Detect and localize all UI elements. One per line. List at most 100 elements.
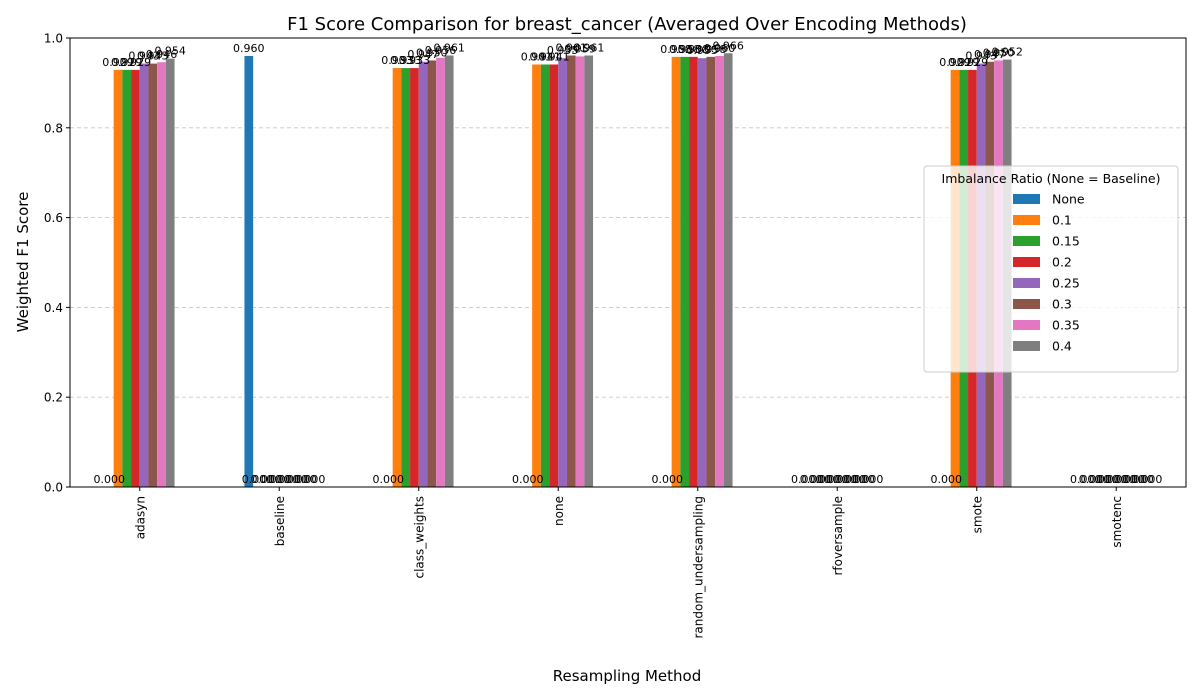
bar-value-label: 0.000 <box>1070 473 1102 486</box>
bars <box>113 53 1012 488</box>
bar-value-label: 0.000 <box>1105 473 1137 486</box>
bar-value-label: 0.933 <box>381 54 413 67</box>
x-tick-label: class_weights <box>412 496 426 579</box>
y-axis-title: Weighted F1 Score <box>14 192 32 333</box>
bar <box>584 55 594 488</box>
bar-value-label: 0.950 <box>983 46 1015 59</box>
bar-value-label: 0.929 <box>957 56 989 69</box>
bar-value-label: 0.000 <box>931 473 963 486</box>
axes: 0.0 0.2 0.4 0.6 0.8 1.0 adasyn baseline class_we… <box>44 32 1187 639</box>
bar <box>697 58 707 487</box>
bar-value-label: 0.941 <box>538 50 570 63</box>
bar <box>244 55 254 488</box>
bar <box>165 58 175 488</box>
bar <box>549 64 559 487</box>
bar <box>131 69 140 487</box>
legend-entry-label: 0.15 <box>1052 234 1080 249</box>
legend-swatch <box>1013 257 1040 267</box>
bar-value-label: 0.950 <box>416 46 448 59</box>
bar-value-label: 0.941 <box>529 50 561 63</box>
legend-swatch <box>1013 236 1040 246</box>
bar-value-label: 0.941 <box>521 50 553 63</box>
bar-value-label: 0.000 <box>826 473 858 486</box>
bar-value-label: 0.000 <box>800 473 832 486</box>
bar-value-label: 0.960 <box>704 42 736 55</box>
y-tick-label: 0.4 <box>44 301 63 315</box>
legend-entry-label: 0.25 <box>1052 276 1080 291</box>
legend-swatch <box>1013 299 1040 309</box>
bar-value-label: 0.958 <box>669 43 701 56</box>
bar-value-label: 0.959 <box>564 42 596 55</box>
bar-value-label: 0.955 <box>686 44 718 57</box>
bar-value-label: 0.952 <box>991 46 1023 59</box>
x-tick-label: adasyn <box>133 496 147 539</box>
bar-value-label: 0.929 <box>120 56 152 69</box>
x-tick-label: random_undersampling <box>691 496 705 639</box>
grid-lines <box>70 127 1186 398</box>
bar-value-label: 0.954 <box>154 45 186 58</box>
legend-entry-label: 0.4 <box>1052 339 1072 354</box>
bar <box>122 69 132 487</box>
bar <box>715 55 724 488</box>
bar-value-label: 0.933 <box>399 54 431 67</box>
bar <box>436 57 445 487</box>
bar-value-label: 0.947 <box>407 48 439 61</box>
bar <box>671 56 681 487</box>
bar-value-label: 0.943 <box>128 50 160 63</box>
legend-entry-label: 0.3 <box>1052 297 1072 312</box>
y-tick-label: 0.0 <box>44 481 63 495</box>
bar-value-label: 0.000 <box>791 473 823 486</box>
bar-value-label: 0.000 <box>808 473 840 486</box>
data-labels: 0.0000.9290.9290.9290.9430.9430.9460.954… <box>94 39 1163 486</box>
bar-value-label: 0.943 <box>137 50 169 63</box>
bar-value-label: 0.929 <box>102 56 134 69</box>
bar-value-label: 0.961 <box>433 42 465 55</box>
legend-swatch <box>1013 278 1040 288</box>
bar-value-label: 0.958 <box>695 43 727 56</box>
legend-swatch <box>1013 194 1040 204</box>
y-tick-label: 0.2 <box>44 391 63 405</box>
bar-value-label: 0.961 <box>556 42 588 55</box>
bar <box>558 58 567 487</box>
bar-value-label: 0.966 <box>712 39 744 52</box>
legend-title: Imbalance Ratio (None = Baseline) <box>942 171 1161 186</box>
bar-value-label: 0.000 <box>1131 473 1163 486</box>
bar-value-label: 0.000 <box>373 473 405 486</box>
bar <box>723 53 733 488</box>
x-tick-label: smote <box>970 496 984 533</box>
bar <box>532 64 541 487</box>
legend-box <box>923 165 1179 373</box>
bar-value-label: 0.000 <box>250 473 282 486</box>
bar <box>444 55 454 488</box>
bar-value-label: 0.000 <box>1122 473 1154 486</box>
legend-entry-label: 0.1 <box>1052 213 1072 228</box>
bar <box>113 69 123 487</box>
bar-value-label: 0.947 <box>974 48 1006 61</box>
x-tick-label: none <box>552 496 566 526</box>
x-axis-title: Resampling Method <box>553 667 702 685</box>
bar-value-label: 0.000 <box>242 473 274 486</box>
bar-value-label: 0.960 <box>233 42 265 55</box>
legend-swatch <box>1013 341 1040 351</box>
legend-swatch <box>1013 215 1040 225</box>
bar-value-label: 0.000 <box>817 473 849 486</box>
bar-value-label: 0.000 <box>1096 473 1128 486</box>
bar <box>706 56 716 487</box>
bar-value-label: 0.000 <box>259 473 291 486</box>
bar-value-label: 0.955 <box>547 44 579 57</box>
bar-value-label: 0.958 <box>660 43 692 56</box>
bar-value-label: 0.000 <box>852 473 884 486</box>
bar-value-label: 0.000 <box>94 473 126 486</box>
bar-value-label: 0.000 <box>1079 473 1111 486</box>
y-tick-label: 0.8 <box>44 121 63 135</box>
bar <box>410 68 419 487</box>
bar-value-label: 0.961 <box>573 42 605 55</box>
bar-value-label: 0.000 <box>277 473 309 486</box>
x-tick-label: rfoversample <box>831 496 845 576</box>
y-tick-label: 1.0 <box>44 32 63 46</box>
bar-value-label: 0.000 <box>294 473 326 486</box>
plot-frame <box>69 37 1187 488</box>
bar-value-label: 0.943 <box>965 50 997 63</box>
